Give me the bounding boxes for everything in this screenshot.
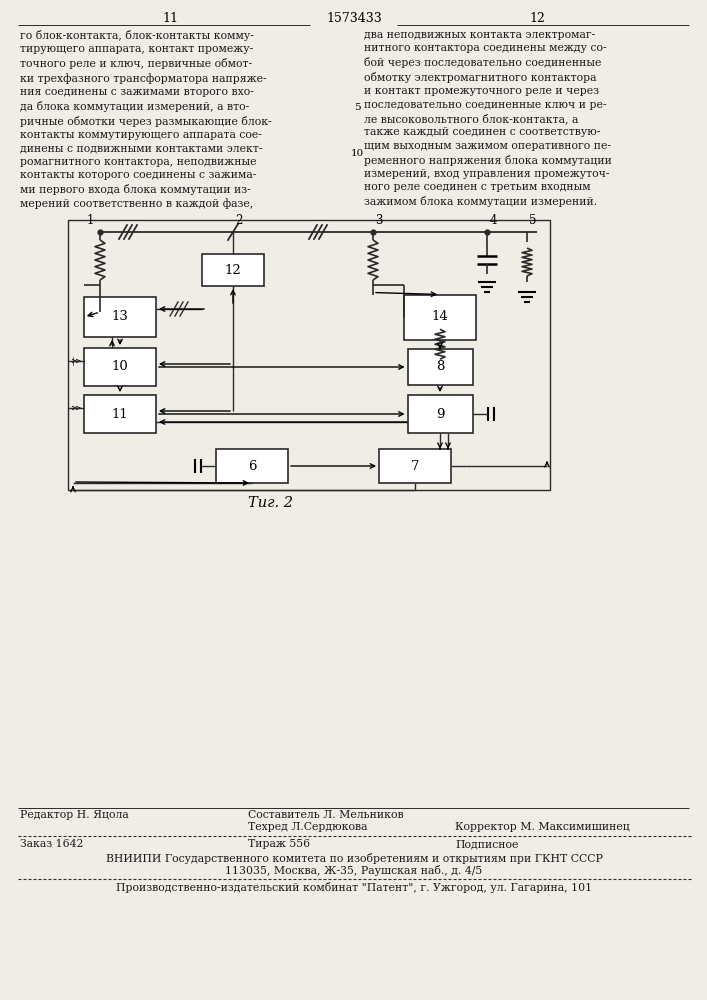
Text: 3: 3: [375, 214, 382, 227]
Bar: [379, 449, 451, 483]
Text: 5: 5: [354, 104, 361, 112]
Text: 9: 9: [436, 408, 444, 420]
Text: 12: 12: [529, 11, 545, 24]
Text: 1: 1: [86, 214, 94, 227]
Text: 10: 10: [351, 148, 363, 157]
Text: Заказ 1642: Заказ 1642: [20, 839, 83, 849]
Text: 8: 8: [436, 360, 444, 373]
Bar: [216, 449, 288, 483]
Text: 14: 14: [432, 310, 448, 324]
Text: 11: 11: [162, 11, 178, 24]
Bar: [202, 254, 264, 286]
Bar: [84, 395, 156, 433]
Text: 7: 7: [411, 460, 419, 473]
Text: 6: 6: [247, 460, 256, 473]
Text: го блок-контакта, блок-контакты комму-
тирующего аппарата, контакт промежу-
точн: го блок-контакта, блок-контакты комму- т…: [20, 30, 271, 209]
Text: ВНИИПИ Государственного комитета по изобретениям и открытиям при ГКНТ СССР: ВНИИПИ Государственного комитета по изоб…: [105, 853, 602, 864]
Text: Техред Л.Сердюкова: Техред Л.Сердюкова: [248, 822, 368, 832]
Text: 5: 5: [530, 214, 537, 227]
Bar: [84, 297, 156, 337]
Text: Составитель Л. Мельников: Составитель Л. Мельников: [248, 810, 404, 820]
Text: 1573433: 1573433: [326, 11, 382, 24]
Text: Корректор М. Максимишинец: Корректор М. Максимишинец: [455, 822, 630, 832]
Text: 4: 4: [489, 214, 497, 227]
Bar: [84, 348, 156, 386]
Text: Тираж 556: Тираж 556: [248, 839, 310, 849]
Bar: [404, 294, 476, 340]
Text: два неподвижных контакта электромаг-
нитного контактора соединены между со-
бой : два неподвижных контакта электромаг- нит…: [364, 30, 612, 207]
Text: 13: 13: [112, 310, 129, 324]
Text: Τиг. 2: Τиг. 2: [247, 496, 293, 510]
Text: 11: 11: [112, 408, 129, 420]
Text: Подписное: Подписное: [455, 839, 518, 849]
Text: 12: 12: [225, 263, 241, 276]
Text: 2: 2: [235, 214, 243, 227]
Text: Редактор Н. Яцола: Редактор Н. Яцола: [20, 810, 129, 820]
Text: Производственно-издательский комбинат "Патент", г. Ужгород, ул. Гагарина, 101: Производственно-издательский комбинат "П…: [116, 882, 592, 893]
Bar: [407, 395, 472, 433]
Bar: [407, 349, 472, 385]
Text: 10: 10: [112, 360, 129, 373]
Text: 113035, Москва, Ж-35, Раушская наб., д. 4/5: 113035, Москва, Ж-35, Раушская наб., д. …: [226, 865, 483, 876]
